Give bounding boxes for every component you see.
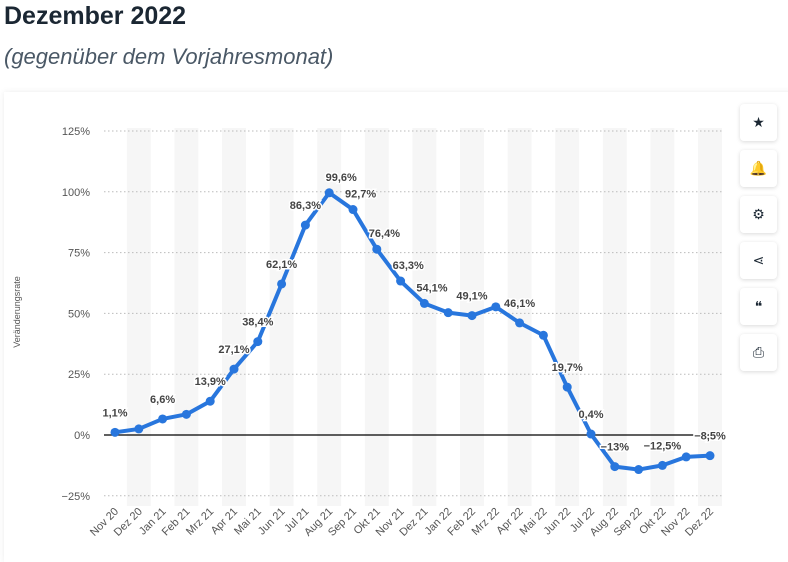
y-axis-label: Veränderungsrate xyxy=(12,276,22,348)
column-band xyxy=(602,128,627,506)
bell-button[interactable]: 🔔 xyxy=(740,150,777,187)
gear-button[interactable]: ⚙ xyxy=(740,196,777,233)
x-tick-label: Mrz 22 xyxy=(470,506,502,538)
data-point xyxy=(158,414,168,424)
data-label: 13,9% xyxy=(195,376,226,388)
data-label: 49,1% xyxy=(456,291,487,303)
share-button[interactable]: ⋖ xyxy=(740,242,777,279)
data-point xyxy=(419,298,429,308)
data-point xyxy=(610,462,620,472)
data-point xyxy=(372,244,382,254)
data-label: 99,6% xyxy=(326,172,357,184)
data-point xyxy=(705,451,715,461)
data-point xyxy=(443,308,453,318)
data-point xyxy=(205,396,215,406)
data-label: 46,1% xyxy=(504,298,535,310)
data-label: 63,3% xyxy=(393,260,424,272)
data-label: 54,1% xyxy=(416,282,447,294)
data-point xyxy=(110,427,120,437)
star-button[interactable]: ★ xyxy=(740,104,777,141)
column-band xyxy=(555,128,580,506)
chart-toolbar: ★ 🔔 ⚙ ⋖ ❝ ⎙ xyxy=(740,104,777,380)
print-icon: ⎙ xyxy=(752,344,765,360)
column-band xyxy=(174,128,199,506)
data-point xyxy=(562,382,572,392)
data-point xyxy=(134,424,144,434)
data-point xyxy=(586,429,596,439)
column-band xyxy=(269,128,294,506)
data-label: 1,1% xyxy=(102,407,127,419)
data-label: 19,7% xyxy=(552,362,583,374)
column-band xyxy=(412,128,437,506)
column-band xyxy=(317,128,342,506)
data-point xyxy=(681,452,691,462)
y-tick-label: 25% xyxy=(68,369,90,381)
data-point xyxy=(300,220,310,230)
y-tick-label: 100% xyxy=(62,187,90,199)
column-band xyxy=(222,128,246,506)
data-point xyxy=(467,311,477,321)
data-label: −12,5% xyxy=(644,440,682,452)
column-band xyxy=(698,128,722,506)
y-tick-label: 125% xyxy=(62,126,90,138)
share-icon: ⋖ xyxy=(752,252,765,268)
y-tick-label: 50% xyxy=(68,308,90,320)
data-label: 6,6% xyxy=(150,394,175,406)
data-label: −8,5% xyxy=(694,431,726,443)
data-point xyxy=(324,188,334,198)
data-label: 92,7% xyxy=(345,189,376,201)
column-band xyxy=(507,128,532,506)
data-point xyxy=(491,302,501,312)
x-tick-label: Jun 22 xyxy=(541,506,573,538)
column-band xyxy=(126,128,151,506)
data-point xyxy=(229,364,239,374)
data-label: 38,4% xyxy=(242,317,273,329)
quote-button[interactable]: ❝ xyxy=(740,288,777,325)
page-title: Dezember 2022 xyxy=(4,2,187,30)
bell-icon: 🔔 xyxy=(749,160,768,176)
data-point xyxy=(396,276,406,286)
data-point xyxy=(515,318,525,328)
data-point xyxy=(657,460,667,470)
data-label: 0,4% xyxy=(578,409,603,421)
page-subtitle: (gegenüber dem Vorjahresmonat) xyxy=(4,44,334,69)
data-point xyxy=(538,330,548,340)
x-tick-label: Mrz 21 xyxy=(184,506,216,538)
y-tick-label: 0% xyxy=(74,430,90,442)
data-point xyxy=(253,337,263,347)
y-tick-label: −25% xyxy=(62,491,91,503)
data-label: 76,4% xyxy=(369,228,400,240)
print-button[interactable]: ⎙ xyxy=(740,334,777,371)
series-line xyxy=(114,190,711,472)
data-point xyxy=(181,409,191,419)
column-band xyxy=(650,128,675,506)
data-point xyxy=(277,279,287,289)
data-label: 62,1% xyxy=(266,259,297,271)
data-point xyxy=(634,465,644,475)
column-band xyxy=(364,128,389,506)
gear-icon: ⚙ xyxy=(752,206,765,222)
quote-icon: ❝ xyxy=(754,298,763,314)
data-label: −13% xyxy=(601,442,630,454)
data-label: 86,3% xyxy=(290,200,321,212)
y-tick-label: 75% xyxy=(68,248,90,260)
star-icon: ★ xyxy=(752,114,765,130)
data-label: 27,1% xyxy=(218,344,249,356)
data-point xyxy=(348,205,358,215)
x-tick-label: Jun 21 xyxy=(256,506,288,538)
